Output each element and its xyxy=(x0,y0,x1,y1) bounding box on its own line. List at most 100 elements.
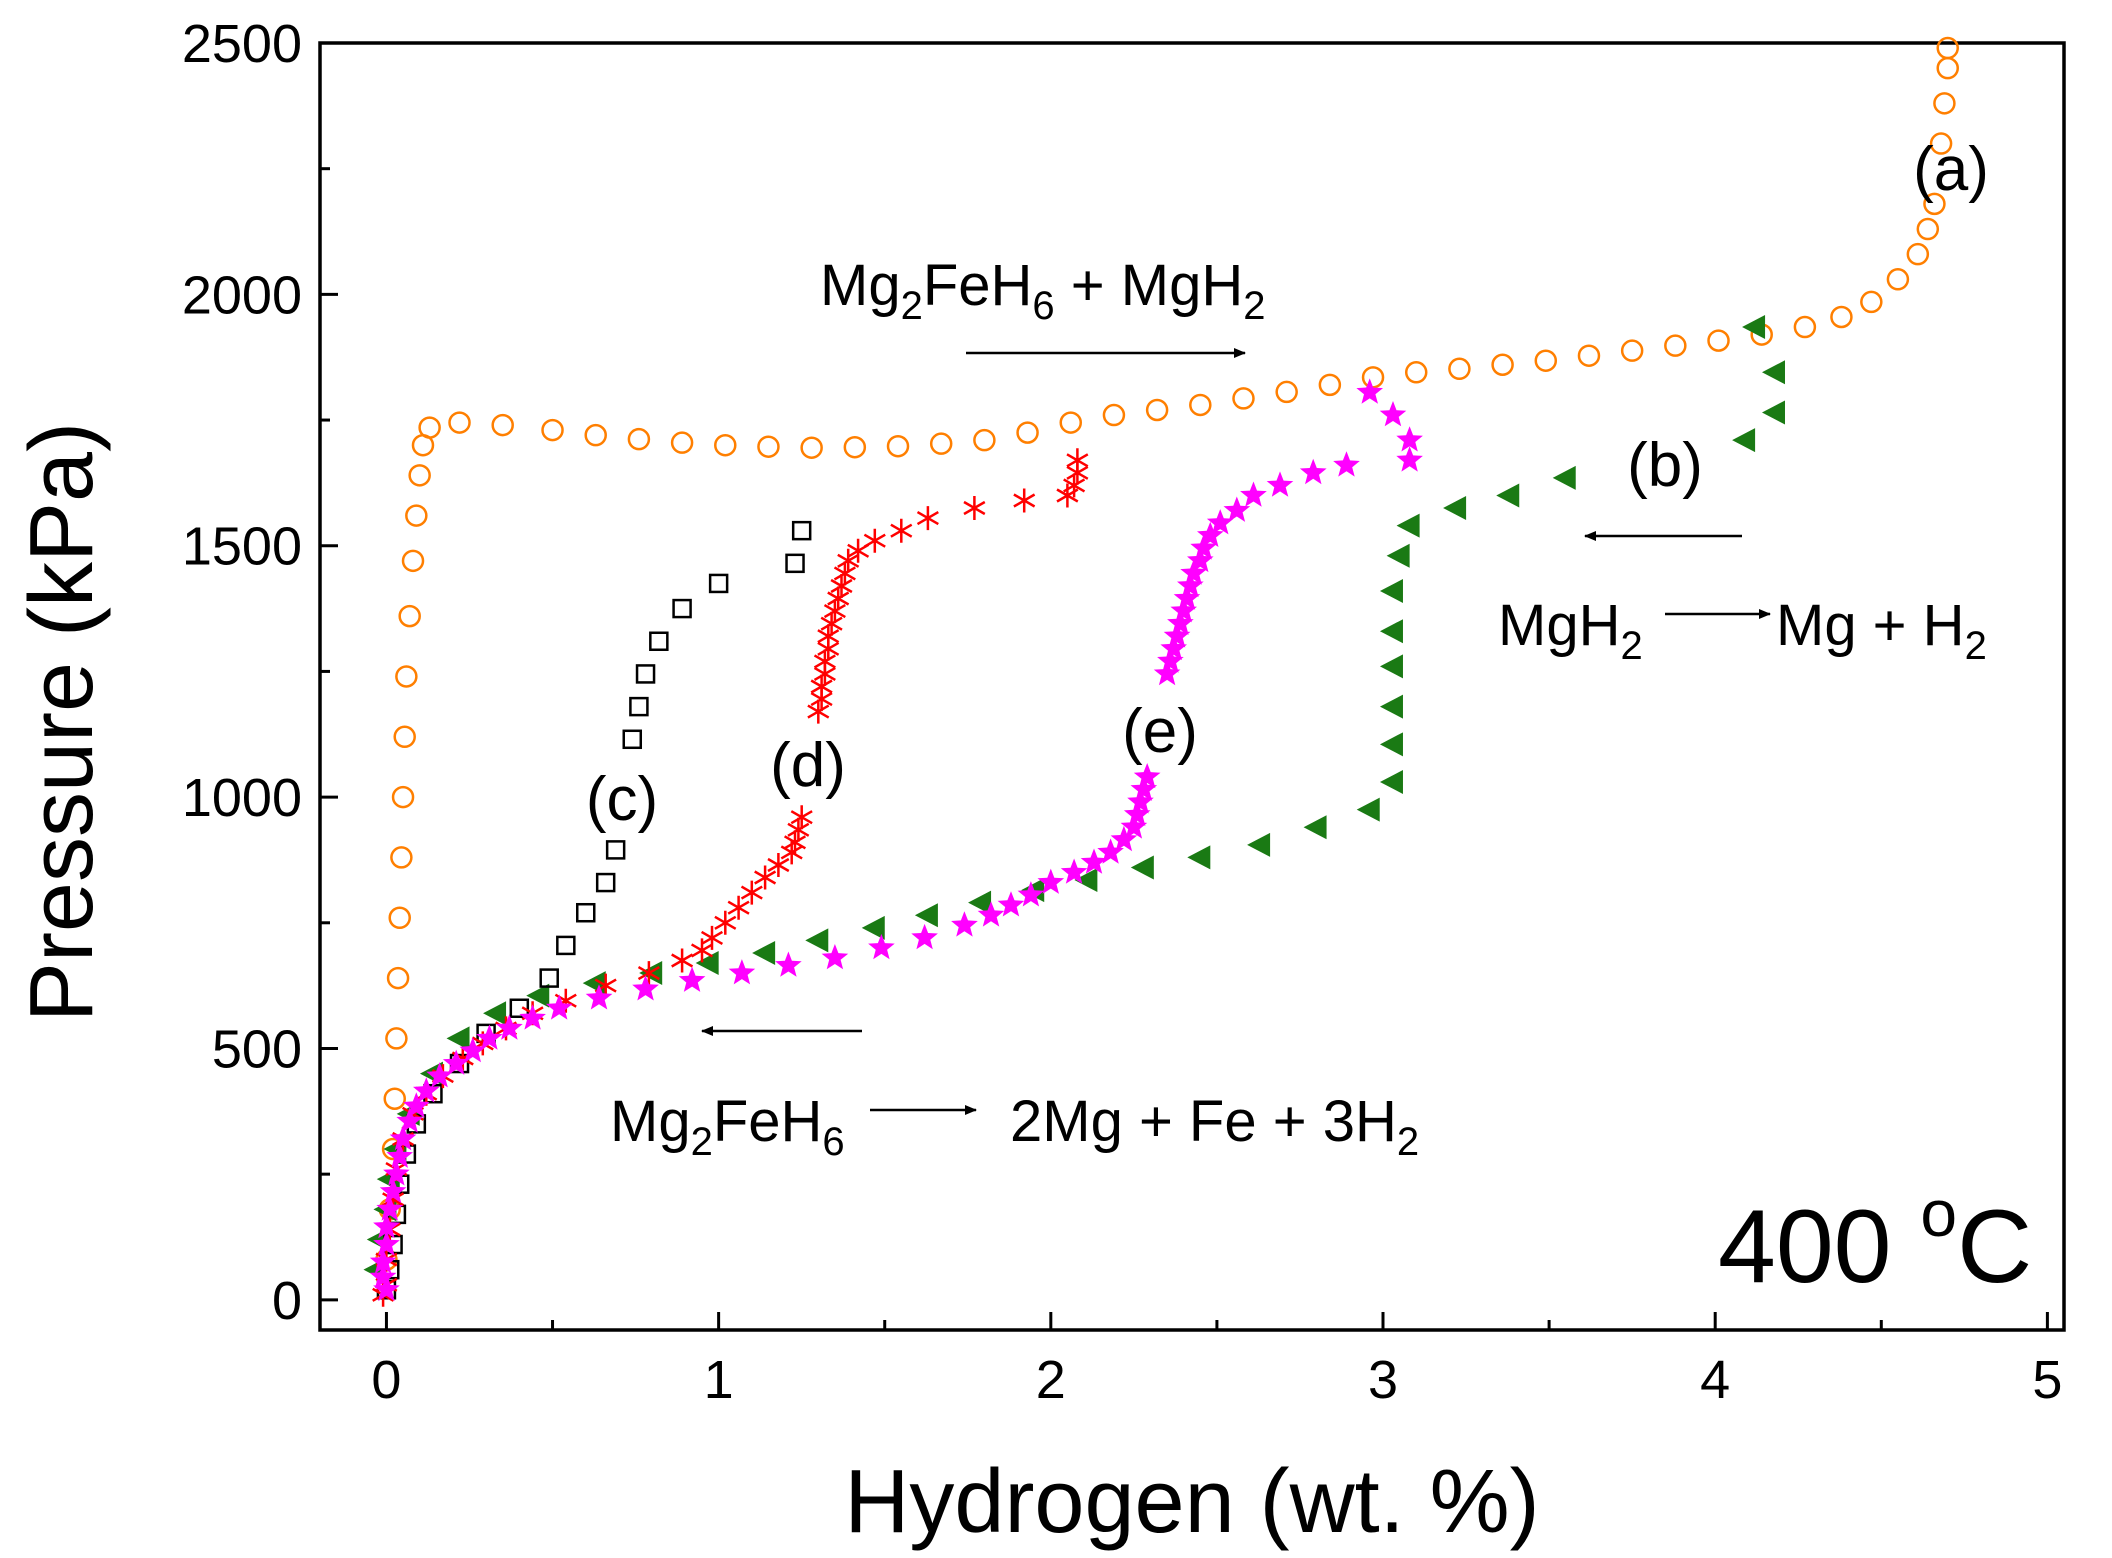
data-point xyxy=(1232,387,1255,410)
data-point xyxy=(426,1062,453,1088)
data-point xyxy=(740,880,763,905)
data-point xyxy=(1664,334,1687,357)
data-point xyxy=(556,935,576,956)
data-point xyxy=(1170,597,1197,623)
data-point xyxy=(863,528,886,553)
data-point xyxy=(1916,217,1940,241)
data-point xyxy=(635,664,656,684)
data-point xyxy=(1404,361,1428,384)
data-point xyxy=(1761,360,1785,385)
data-point xyxy=(805,928,829,953)
annotation-part: Mg xyxy=(820,253,901,318)
temperature-label: 400 oC xyxy=(1718,1176,2032,1305)
data-point xyxy=(373,1212,400,1239)
data-point xyxy=(595,872,616,893)
data-point xyxy=(790,805,813,830)
data-point xyxy=(997,891,1025,917)
x-tick-label: 1 xyxy=(704,1350,734,1410)
data-point xyxy=(526,983,550,1008)
data-point xyxy=(1189,393,1212,417)
data-point xyxy=(821,944,849,970)
data-point xyxy=(963,496,986,520)
data-point xyxy=(968,890,992,915)
annotation-part: Mg xyxy=(610,1089,691,1154)
data-point xyxy=(1074,868,1098,893)
data-point xyxy=(408,464,431,487)
axis-ticks xyxy=(320,41,2049,1330)
data-point xyxy=(1379,770,1403,795)
data-point xyxy=(1448,357,1471,381)
annotation-mg2feh6-left: Mg2FeH6 xyxy=(610,1089,845,1164)
data-point xyxy=(861,915,885,940)
data-point xyxy=(817,636,840,661)
data-point xyxy=(391,785,415,809)
y-tick-label: 1000 xyxy=(182,768,302,828)
data-point xyxy=(767,853,790,877)
annotation-part: + MgH xyxy=(1055,253,1244,318)
x-tick-label: 4 xyxy=(1700,1350,1730,1410)
series-a xyxy=(375,36,1959,1271)
plot-frame xyxy=(318,41,2066,1332)
data-point xyxy=(727,895,750,920)
data-point xyxy=(1127,788,1154,814)
data-point xyxy=(1059,411,1083,434)
series-e xyxy=(369,378,1423,1302)
data-point xyxy=(1361,366,1385,389)
data-point xyxy=(672,598,692,619)
data-point xyxy=(1761,400,1785,425)
data-point xyxy=(637,961,660,986)
data-point xyxy=(1303,815,1327,840)
data-point xyxy=(476,1024,503,1050)
data-point xyxy=(398,604,421,628)
data-point xyxy=(1396,446,1423,472)
data-point xyxy=(1167,609,1194,635)
data-point xyxy=(1379,654,1403,679)
data-point xyxy=(1830,305,1853,329)
data-point xyxy=(1247,832,1271,857)
data-point xyxy=(393,725,416,749)
data-point xyxy=(418,416,441,439)
data-point xyxy=(519,1004,546,1030)
data-point xyxy=(813,661,836,686)
data-point xyxy=(1333,451,1360,477)
data-point xyxy=(1187,845,1211,870)
data-point xyxy=(807,699,830,724)
data-point xyxy=(1732,428,1756,453)
data-point xyxy=(1620,339,1644,362)
data-point xyxy=(1097,838,1124,864)
annotation-subscript: 2 xyxy=(1620,624,1642,668)
data-point xyxy=(388,906,411,930)
data-point xyxy=(1110,825,1138,852)
data-point xyxy=(545,994,573,1020)
data-point xyxy=(1299,458,1327,485)
data-point xyxy=(1173,584,1201,610)
data-point xyxy=(785,553,805,574)
data-point xyxy=(1190,534,1217,560)
data-point xyxy=(379,1177,407,1204)
data-point xyxy=(1223,496,1251,522)
series-d xyxy=(372,448,1089,1307)
data-point xyxy=(386,1142,413,1168)
annotation-mgh2-left: MgH2 xyxy=(1498,593,1643,668)
data-point xyxy=(390,846,413,869)
data-point xyxy=(886,434,910,458)
data-point xyxy=(1180,559,1207,585)
x-tick-label: 2 xyxy=(1036,1350,1066,1410)
data-point xyxy=(754,865,777,890)
data-point xyxy=(820,611,843,636)
data-point xyxy=(373,1230,400,1256)
annotation-subscript: 2 xyxy=(1243,284,1265,328)
data-point xyxy=(405,504,428,527)
data-point xyxy=(1318,373,1342,397)
data-point xyxy=(496,1014,523,1040)
data-point xyxy=(1936,36,1959,60)
data-point xyxy=(1491,353,1514,376)
data-point xyxy=(1386,543,1410,568)
annotation-subscript: 6 xyxy=(822,1120,844,1164)
data-point xyxy=(395,665,418,688)
temperature-value: 400 xyxy=(1718,1189,1920,1305)
data-point xyxy=(1793,315,1817,339)
data-point xyxy=(459,1037,487,1063)
data-point xyxy=(1534,349,1558,372)
